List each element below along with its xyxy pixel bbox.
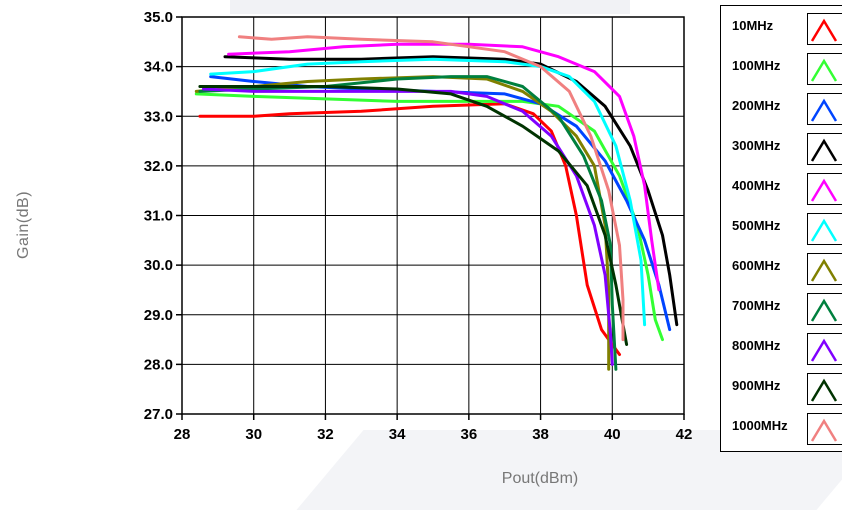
y-axis-label: Gain(dB) [15,190,32,259]
series-line-800mhz [202,87,614,366]
legend-item: 100MHz [721,46,842,86]
legend-swatch [807,13,842,45]
y-tick-label: 27.0 [144,406,173,423]
legend-swatch-line [810,138,838,162]
legend-item: 500MHz [721,206,842,246]
legend-item: 700MHz [721,286,842,326]
legend-swatch-line [810,18,838,42]
legend-swatch-line [810,298,838,322]
legend-swatch [807,93,842,125]
legend-swatch [807,333,842,365]
legend-item: 1000MHz [721,406,842,446]
legend-swatch-line [810,98,838,122]
legend-swatch [807,213,842,245]
legend-label: 800MHz [732,338,781,353]
x-tick-label: 40 [604,426,621,443]
legend-swatch [807,53,842,85]
series-line-400mhz [227,42,661,292]
legend-swatch-line [810,58,838,82]
legend-swatch [807,133,842,165]
x-tick-label: 38 [532,426,549,443]
legend-label: 200MHz [732,98,781,113]
legend-label: 10MHz [732,18,774,33]
legend-swatch [807,293,842,325]
series-line-10mhz [198,102,621,356]
legend-swatch-line [810,338,838,362]
legend-label: 700MHz [732,298,781,313]
legend: 10MHz 100MHz 200MHz 300MHz 400MHz 500MHz 600MH… [720,5,842,452]
legend-label: 300MHz [732,138,781,153]
x-tick-label: 42 [676,426,693,443]
legend-swatch [807,253,842,285]
legend-swatch-line [810,378,838,402]
x-tick-label: 36 [461,426,478,443]
y-tick-label: 29.0 [144,307,173,324]
legend-label: 900MHz [732,378,781,393]
x-tick-label: 28 [174,426,191,443]
plot-frame [181,16,685,415]
series-line-100mhz [194,92,664,342]
legend-item: 10MHz [721,6,842,46]
legend-item: 800MHz [721,326,842,366]
legend-label: 400MHz [732,178,781,193]
legend-item: 200MHz [721,86,842,126]
legend-item: 900MHz [721,366,842,406]
legend-swatch [807,173,842,205]
legend-label: 100MHz [732,58,781,73]
series-line-300mhz [223,55,679,327]
legend-swatch [807,413,842,445]
y-tick-label: 31.0 [144,208,173,225]
y-tick-label: 33.0 [144,108,173,125]
y-tick-label: 30.0 [144,257,173,274]
legend-item: 600MHz [721,246,842,286]
x-tick-label: 32 [317,426,334,443]
legend-item: 300MHz [721,126,842,166]
legend-swatch [807,373,842,405]
y-tick-label: 32.0 [144,158,173,175]
legend-label: 600MHz [732,258,781,273]
series-line-900mhz [198,85,629,346]
legend-label: 500MHz [732,218,781,233]
legend-swatch-line [810,218,838,242]
y-tick-label: 35.0 [144,9,173,26]
legend-swatch-line [810,258,838,282]
legend-swatch-line [810,178,838,202]
x-tick-label: 30 [245,426,262,443]
x-tick-label: 34 [389,426,406,443]
legend-label: 1000MHz [732,418,788,433]
y-tick-label: 28.0 [144,356,173,373]
legend-swatch-line [810,418,838,442]
series-line-1000mhz [237,35,625,342]
background-strip [230,0,630,14]
x-axis-label: Pout(dBm) [501,470,579,487]
y-tick-label: 34.0 [144,59,173,76]
legend-item: 400MHz [721,166,842,206]
